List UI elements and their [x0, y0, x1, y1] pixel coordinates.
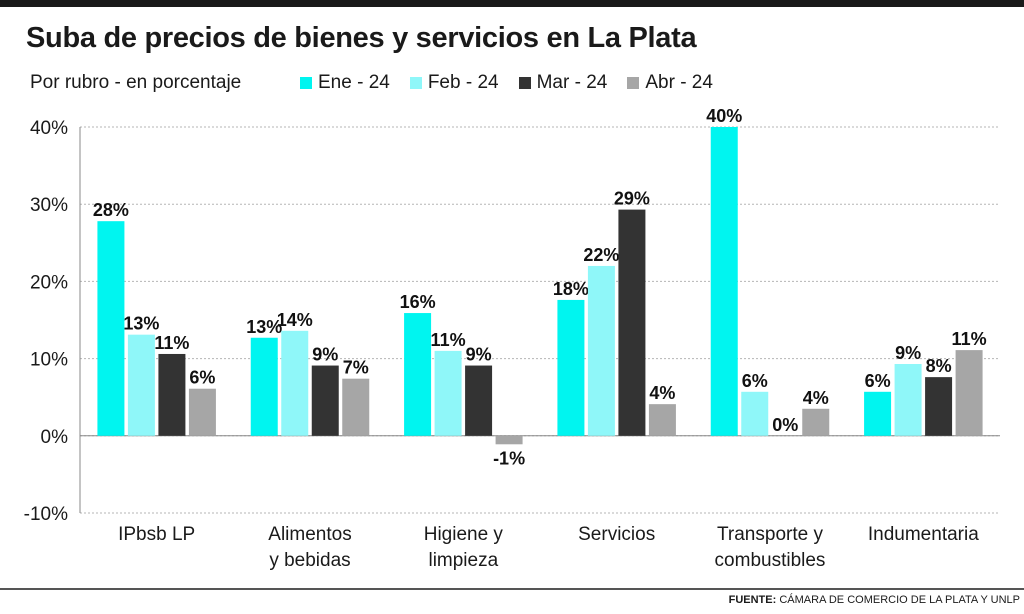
- bar: [127, 334, 155, 436]
- data-label: 16%: [400, 292, 436, 312]
- bar: [618, 209, 646, 436]
- data-label: 7%: [343, 358, 369, 378]
- data-label: 28%: [93, 200, 129, 220]
- y-tick-label: 40%: [30, 118, 68, 139]
- legend-swatch: [300, 77, 312, 89]
- data-label: 9%: [895, 343, 921, 363]
- legend-item: Abr - 24: [627, 72, 713, 94]
- data-label: 11%: [431, 330, 466, 350]
- legend-label: Feb - 24: [427, 72, 499, 93]
- bar: [188, 388, 216, 436]
- y-tick-label: 20%: [30, 272, 68, 293]
- bar: [250, 337, 278, 436]
- data-label: 0%: [772, 415, 798, 435]
- bar: [925, 377, 953, 436]
- data-label: 6%: [189, 368, 215, 388]
- x-category-label: Alimentos: [268, 524, 351, 545]
- x-category-label: Higiene y: [424, 524, 504, 545]
- bar-chart: 40%30%20%10%0%-10%28%13%11%6%IPbsb LP13%…: [24, 106, 1000, 571]
- y-tick-label: -10%: [24, 504, 68, 525]
- source-credit: FUENTE: CÁMARA DE COMERCIO DE LA PLATA Y…: [729, 594, 1020, 606]
- bar: [311, 365, 339, 436]
- bar: [97, 221, 125, 436]
- legend-label: Mar - 24: [536, 72, 608, 93]
- data-label: 40%: [706, 106, 742, 126]
- chart-subtitle: Por rubro - en porcentaje: [30, 72, 242, 93]
- data-label: 13%: [246, 317, 282, 337]
- legend-swatch: [518, 77, 531, 89]
- y-tick-label: 10%: [30, 350, 68, 371]
- y-tick-label: 30%: [30, 195, 68, 216]
- data-label: 6%: [742, 371, 768, 391]
- y-tick-label: 0%: [41, 427, 69, 448]
- legend-swatch: [627, 77, 640, 89]
- bar: [741, 391, 769, 436]
- data-label: 29%: [614, 189, 650, 209]
- x-category-label: Servicios: [578, 524, 655, 545]
- data-label: 11%: [154, 333, 189, 353]
- legend-swatch: [409, 77, 422, 89]
- bar: [158, 353, 186, 436]
- data-label: 8%: [926, 356, 952, 376]
- source-label: FUENTE:: [728, 594, 777, 606]
- bar: [587, 265, 615, 436]
- data-label: 9%: [466, 345, 492, 365]
- bar: [802, 408, 830, 436]
- legend-item: Ene - 24: [300, 72, 390, 94]
- legend-label: Ene - 24: [318, 72, 390, 93]
- data-label: 18%: [553, 279, 589, 299]
- bar: [710, 127, 738, 436]
- top-rule: [0, 0, 1024, 7]
- bar: [434, 350, 462, 436]
- data-label: 11%: [952, 329, 987, 349]
- x-category-label: IPbsb LP: [118, 524, 195, 545]
- legend-item: Mar - 24: [518, 72, 608, 94]
- bar: [894, 364, 922, 436]
- chart-title: Suba de precios de bienes y servicios en…: [26, 22, 697, 54]
- x-category-label: y bebidas: [269, 550, 350, 571]
- data-label: 13%: [123, 314, 159, 334]
- bar: [955, 350, 983, 436]
- bar: [864, 391, 892, 436]
- data-label: 9%: [312, 345, 338, 365]
- footer-rule: [0, 588, 1024, 590]
- data-label: 14%: [277, 310, 313, 330]
- data-label: -1%: [493, 448, 525, 468]
- bar: [342, 378, 370, 436]
- bar: [465, 365, 493, 436]
- data-label: 22%: [583, 245, 619, 265]
- x-category-label: limpieza: [428, 550, 498, 571]
- bar: [648, 404, 676, 436]
- source-text: CÁMARA DE COMERCIO DE LA PLATA Y UNLP: [779, 594, 1020, 606]
- data-label: 4%: [803, 388, 829, 408]
- bar: [281, 330, 309, 436]
- bar: [495, 435, 523, 445]
- legend-label: Abr - 24: [645, 72, 713, 93]
- legend-item: Feb - 24: [409, 72, 499, 94]
- bar: [404, 313, 432, 436]
- data-label: 6%: [865, 371, 891, 391]
- x-category-label: Transporte y: [717, 524, 823, 545]
- x-category-label: combustibles: [715, 550, 826, 571]
- data-label: 4%: [649, 383, 675, 403]
- bar: [557, 299, 585, 436]
- x-category-label: Indumentaria: [868, 524, 979, 545]
- chart-legend: Ene - 24 Feb - 24 Mar - 24 Abr - 24: [300, 72, 713, 94]
